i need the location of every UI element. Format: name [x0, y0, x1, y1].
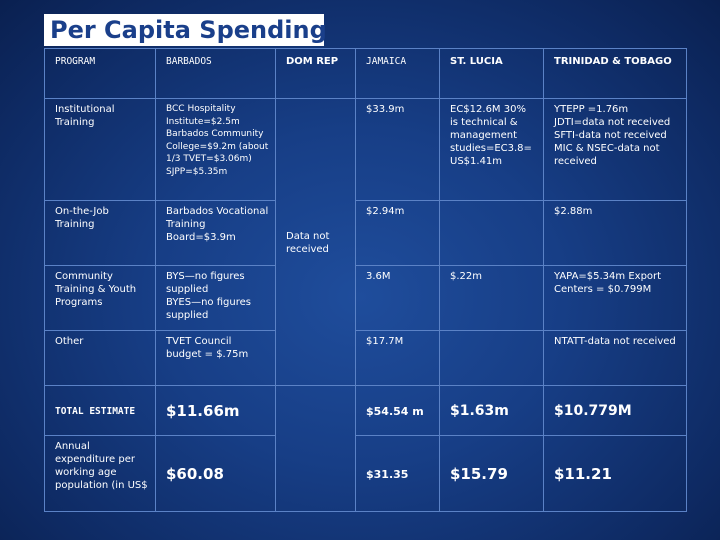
barbados-total: $11.66m — [155, 385, 276, 436]
tt-other: NTATT-data not received — [543, 330, 687, 386]
total-row: TOTAL ESTIMATE $11.66m $54.54 m $1.63m $… — [44, 385, 687, 512]
jamaica-community: 3.6M — [355, 265, 440, 331]
table-row: Institutional Training BCC Hospitality I… — [44, 98, 687, 386]
jamaica-ojt: $2.94m — [355, 200, 440, 266]
header-tt: TRINIDAD & TOBAGO — [543, 48, 687, 99]
program-percapita: Annual expenditure per working age popul… — [44, 435, 156, 512]
header-jamaica: JAMAICA — [355, 48, 440, 99]
jamaica-institutional: $33.9m — [355, 98, 440, 201]
barbados-institutional: BCC Hospitality Institute=$2.5m Barbados… — [155, 98, 276, 201]
tt-percapita: $11.21 — [543, 435, 687, 512]
jamaica-total: $54.54 m — [355, 385, 440, 436]
stlucia-institutional: EC$12.6M 30% is technical & management s… — [439, 98, 544, 201]
percapita-row: Annual expenditure per working age popul… — [44, 435, 687, 512]
stlucia-community: $.22m — [439, 265, 544, 331]
program-other: Other — [44, 330, 156, 386]
title-background — [44, 14, 324, 46]
barbados-other: TVET Council budget = $.75m — [155, 330, 276, 386]
tt-community: YAPA=$5.34m Export Centers = $0.799M — [543, 265, 687, 331]
header-program: PROGRAM — [44, 48, 156, 99]
program-total: TOTAL ESTIMATE — [44, 385, 156, 436]
table-row: Other TVET Council budget = $.75m $17.7M… — [44, 330, 687, 386]
domrep-data-not-received: Data not received — [286, 231, 330, 255]
jamaica-other: $17.7M — [355, 330, 440, 386]
program-ojt: On-the-Job Training — [44, 200, 156, 266]
tt-total: $10.779M — [543, 385, 687, 436]
header-row: PROGRAM BARBADOS DOM REP JAMAICA ST. LUC… — [44, 48, 687, 99]
barbados-percapita: $60.08 — [155, 435, 276, 512]
tt-institutional: YTEPP =1.76m JDTI=data not received SFTI… — [543, 98, 687, 201]
domrep-total-empty — [275, 385, 356, 512]
tt-ojt: $2.88m — [543, 200, 687, 266]
header-domrep: DOM REP — [275, 48, 356, 99]
barbados-ojt: Barbados Vocational Training Board=$3.9m — [155, 200, 276, 266]
program-institutional: Institutional Training — [44, 98, 156, 201]
page-title: Per Capita Spending — [50, 16, 327, 44]
table-row: Community Training & Youth Programs BYS—… — [44, 265, 687, 331]
stlucia-percapita: $15.79 — [439, 435, 544, 512]
header-stlucia: ST. LUCIA — [439, 48, 544, 99]
jamaica-percapita: $31.35 — [355, 435, 440, 512]
spending-table: PROGRAM BARBADOS DOM REP JAMAICA ST. LUC… — [44, 48, 687, 512]
program-community: Community Training & Youth Programs — [44, 265, 156, 331]
domrep-data-cell: Data not received — [275, 98, 356, 386]
header-barbados: BARBADOS — [155, 48, 276, 99]
barbados-community: BYS—no figures supplied BYES—no figures … — [155, 265, 276, 331]
table-row: On-the-Job Training Barbados Vocational … — [44, 200, 687, 266]
stlucia-other — [439, 330, 544, 386]
stlucia-total: $1.63m — [439, 385, 544, 436]
stlucia-ojt — [439, 200, 544, 266]
